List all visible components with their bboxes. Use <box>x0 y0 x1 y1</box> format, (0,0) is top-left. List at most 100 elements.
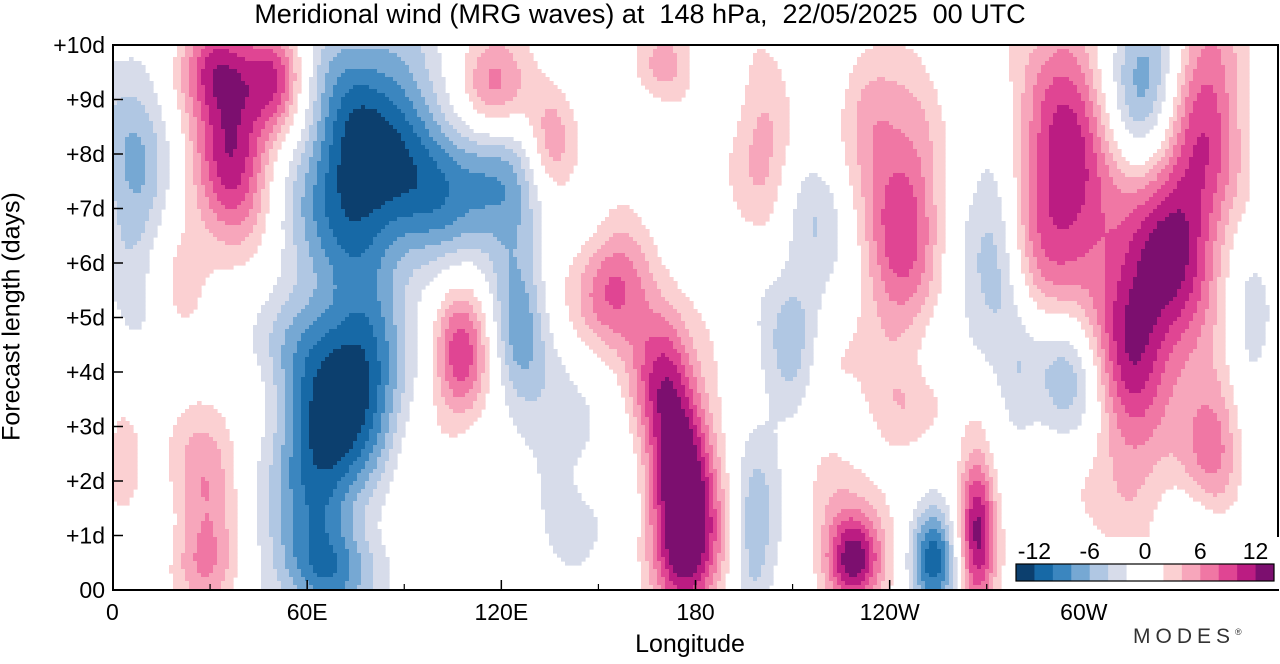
field-cell <box>533 261 542 266</box>
field-cell <box>1085 153 1098 158</box>
field-cell <box>341 161 414 166</box>
field-cell <box>637 65 650 70</box>
field-cell <box>561 121 578 126</box>
field-cell <box>377 297 394 302</box>
field-cell <box>1025 273 1034 278</box>
field-cell <box>1221 265 1230 270</box>
field-cell <box>1165 305 1186 310</box>
field-cell <box>205 153 214 158</box>
field-cell <box>1125 345 1146 350</box>
field-cell <box>301 397 314 402</box>
field-cell <box>1189 157 1210 162</box>
field-cell <box>313 61 322 66</box>
field-cell <box>301 205 314 210</box>
field-cell <box>1049 85 1078 90</box>
field-cell <box>405 145 426 150</box>
field-cell <box>529 193 538 198</box>
field-cell <box>313 265 334 270</box>
field-cell <box>969 217 1002 222</box>
field-cell <box>1173 149 1182 154</box>
field-cell <box>405 329 418 334</box>
field-cell <box>445 173 486 178</box>
field-cell <box>1013 121 1022 126</box>
field-cell <box>177 417 226 422</box>
field-cell <box>661 449 698 454</box>
field-cell <box>905 173 922 178</box>
field-cell <box>1169 157 1178 162</box>
field-cell <box>505 345 514 350</box>
field-cell <box>113 257 150 262</box>
field-cell <box>577 333 598 338</box>
field-cell <box>245 165 254 170</box>
field-cell <box>341 49 390 54</box>
field-cell <box>1229 181 1238 186</box>
field-cell <box>637 401 646 406</box>
field-cell <box>289 325 310 330</box>
field-cell <box>393 317 406 322</box>
field-cell <box>185 157 194 162</box>
field-cell <box>653 473 658 478</box>
field-cell <box>1189 229 1202 234</box>
field-cell <box>757 425 778 430</box>
field-cell <box>253 193 262 198</box>
field-cell <box>441 205 486 210</box>
field-cell <box>309 301 334 306</box>
field-cell <box>769 165 782 170</box>
field-cell <box>197 73 202 78</box>
field-cell <box>1009 49 1034 54</box>
field-cell <box>817 469 862 474</box>
field-cell <box>413 125 426 130</box>
field-cell <box>289 73 298 78</box>
field-cell <box>1049 133 1082 138</box>
field-cell <box>1001 393 1050 398</box>
field-cell <box>145 161 158 166</box>
field-cell <box>281 97 290 102</box>
field-cell <box>901 129 930 134</box>
field-cell <box>465 329 478 334</box>
field-cell <box>1177 73 1186 78</box>
field-cell <box>1041 101 1086 106</box>
field-cell <box>401 397 414 402</box>
field-cell <box>909 297 926 302</box>
field-cell <box>637 429 646 434</box>
field-cell <box>429 153 450 158</box>
field-cell <box>693 393 702 398</box>
field-cell <box>653 477 658 482</box>
field-cell <box>1161 77 1166 82</box>
field-cell <box>1221 53 1238 58</box>
field-cell <box>965 293 986 298</box>
field-cell <box>433 81 446 86</box>
field-cell <box>317 341 378 346</box>
field-cell <box>689 397 694 402</box>
field-cell <box>753 137 774 142</box>
field-cell <box>1129 357 1142 362</box>
field-cell <box>113 269 150 274</box>
field-cell <box>641 249 658 254</box>
field-cell <box>213 81 246 86</box>
field-cell <box>653 409 658 414</box>
field-cell <box>1217 317 1226 322</box>
field-cell <box>1185 213 1202 218</box>
field-cell <box>1033 297 1058 302</box>
field-cell <box>305 113 314 118</box>
field-cell <box>433 341 438 346</box>
field-cell <box>301 381 314 386</box>
field-cell <box>517 261 534 266</box>
field-cell <box>301 333 326 338</box>
field-cell <box>969 457 986 462</box>
field-cell <box>393 197 446 202</box>
field-cell <box>629 417 638 422</box>
field-cell <box>301 409 310 414</box>
field-cell <box>125 317 146 322</box>
field-cell <box>285 181 294 186</box>
field-cell <box>385 441 394 446</box>
field-cell <box>1105 321 1114 326</box>
field-cell <box>489 257 510 262</box>
field-cell <box>1177 161 1190 166</box>
field-cell <box>557 181 566 186</box>
field-cell <box>913 261 926 266</box>
field-cell <box>449 325 474 330</box>
field-cell <box>305 233 318 238</box>
field-cell <box>125 245 134 250</box>
field-cell <box>749 77 782 82</box>
